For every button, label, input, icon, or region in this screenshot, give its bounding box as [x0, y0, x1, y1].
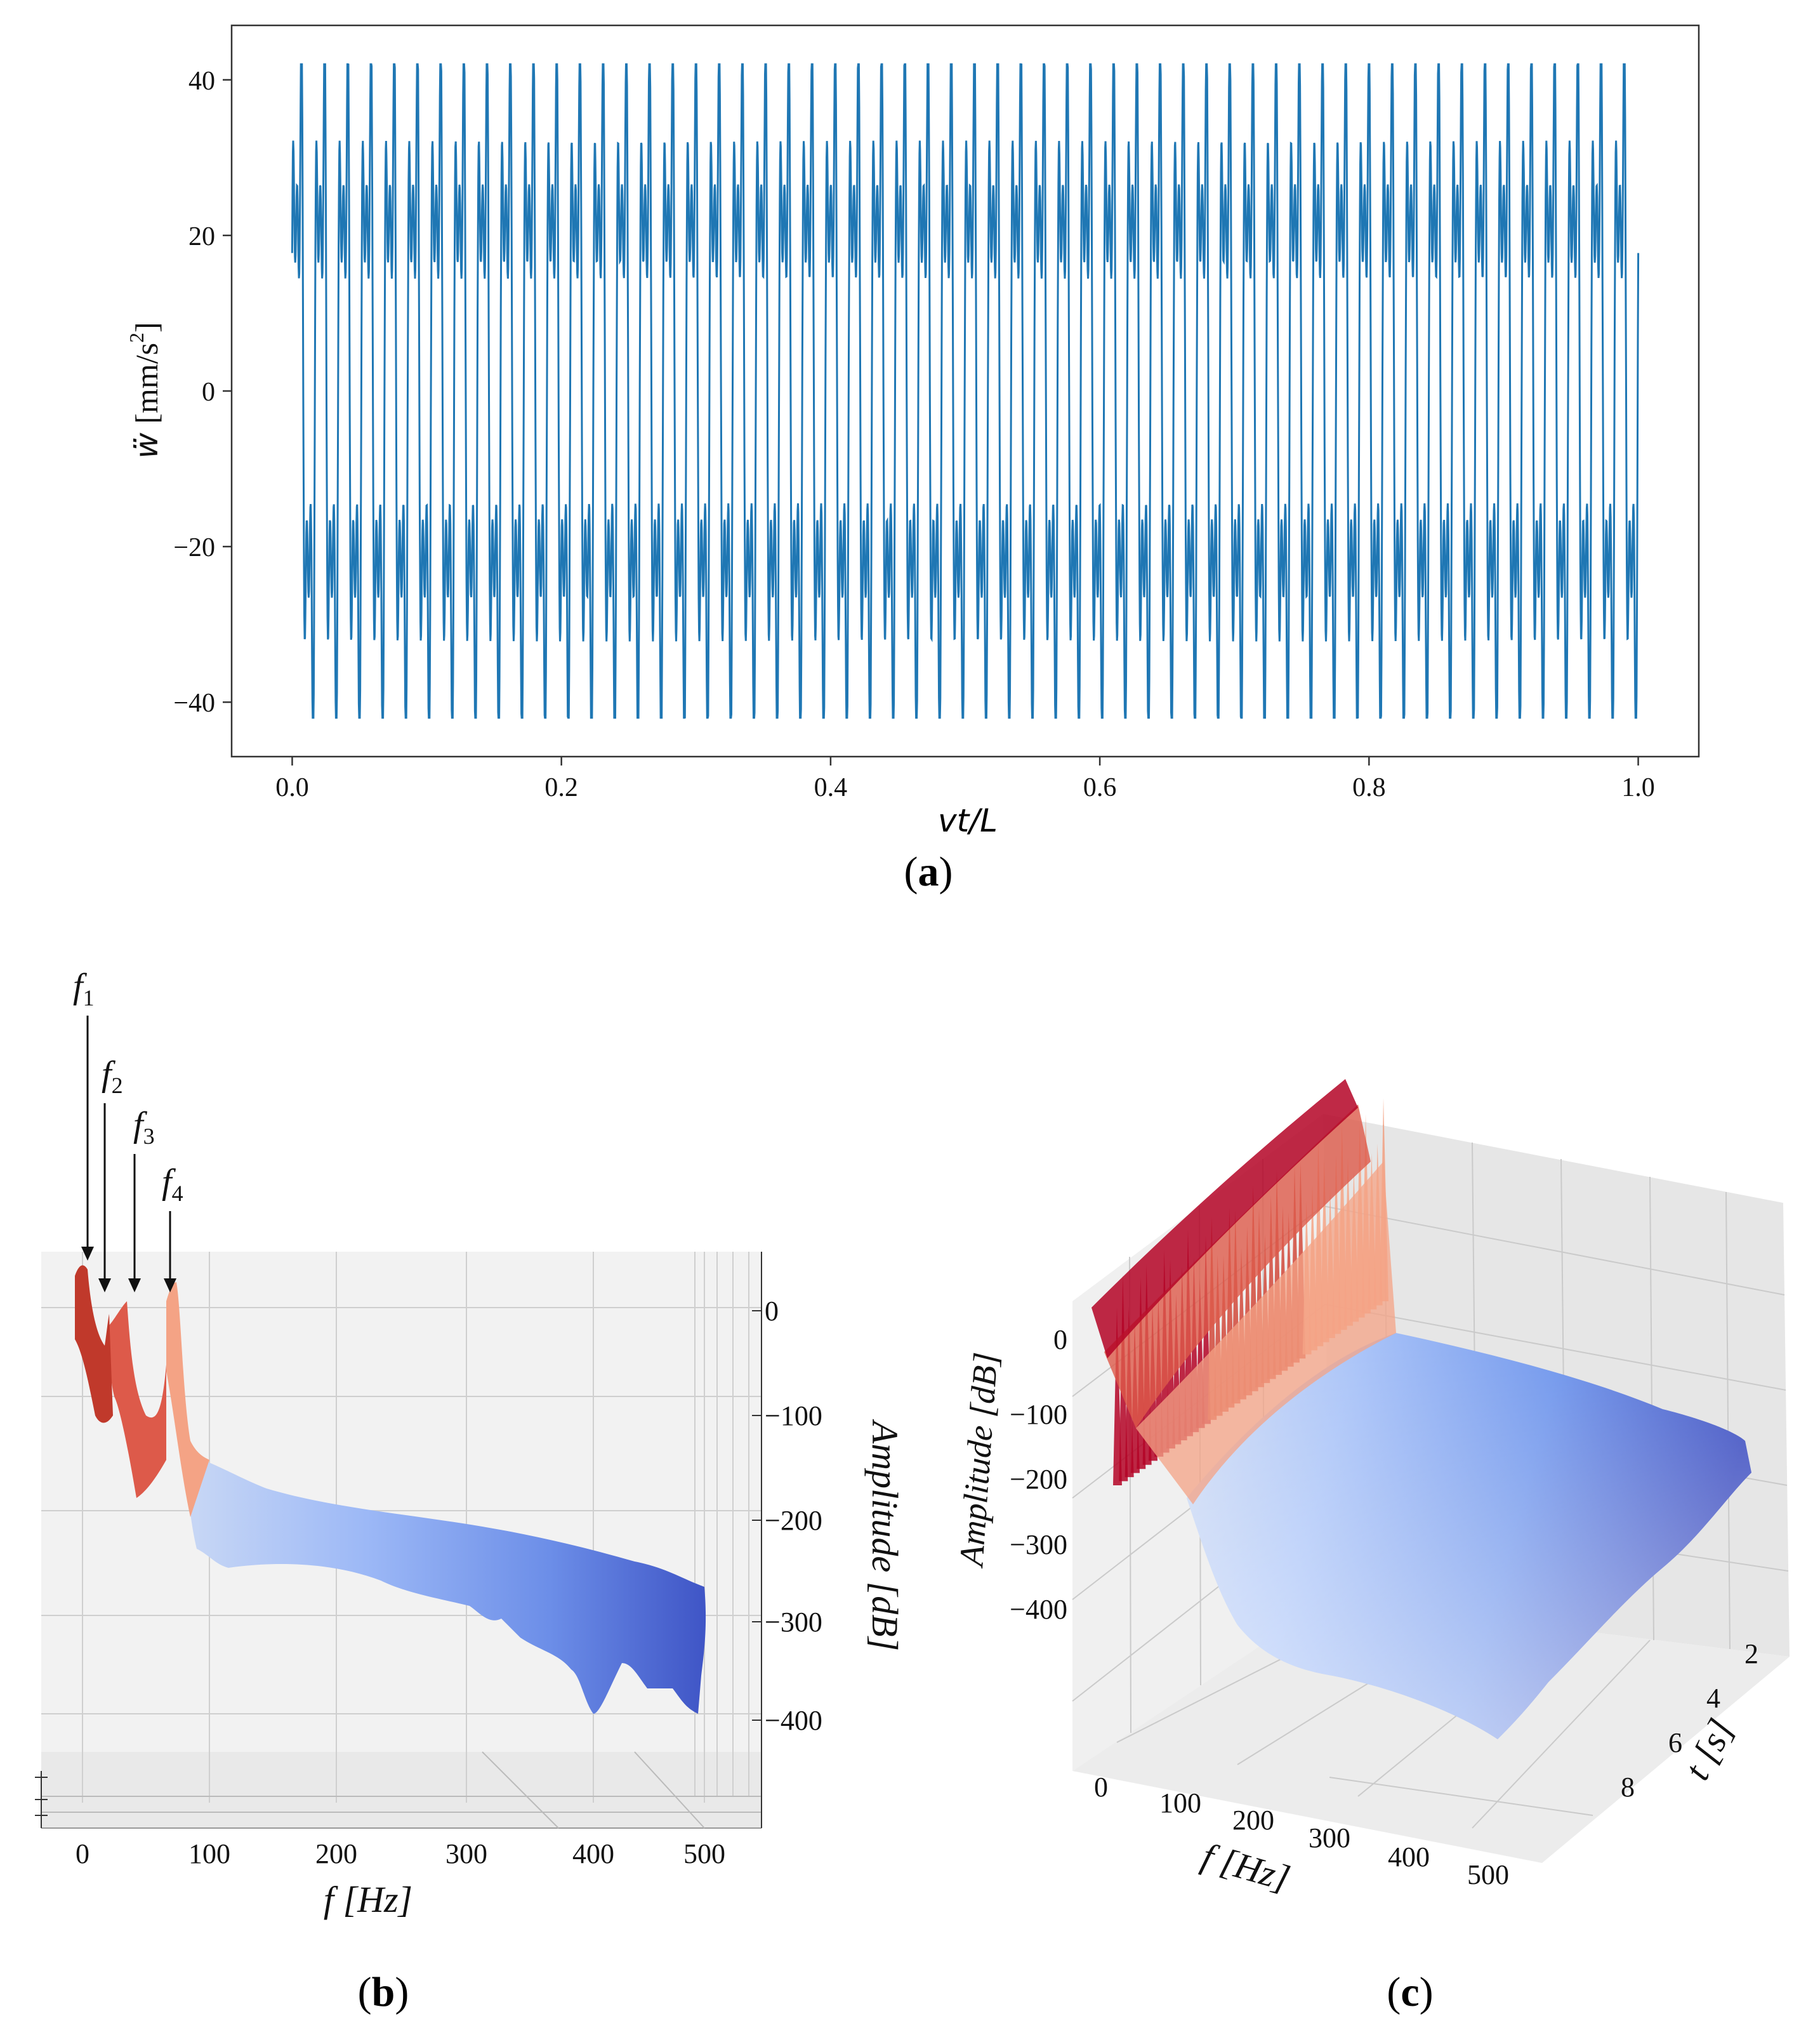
panel-b-peak-arrow-head: [98, 1278, 111, 1292]
panel-b-xtick-label: 500: [683, 1838, 725, 1869]
panel-b-ylabel: Amplitude [dB]: [864, 1419, 906, 1651]
panel-a: 40 20 0 −20 −40 0.0 0.2 0.4 0.6 0.8 1.0 vt/L ẅ [mm…: [125, 24, 1700, 895]
panel-c-floor: [1072, 1600, 1790, 1863]
panel-b-z-ticks: 0 −100 −200 −300 −400: [752, 1252, 822, 1828]
panel-b-ztick-label: −400: [765, 1705, 822, 1736]
panel-b-peak-arrow-head: [81, 1247, 94, 1261]
panel-b-spectrum-red-mid: [108, 1301, 166, 1498]
panel-a-xlabel: vt/L: [938, 802, 998, 839]
panel-c-y-ticks: 246 8: [1621, 1638, 1758, 1803]
panel-c-xtick-label: 400: [1388, 1841, 1430, 1873]
panel-c-zlabel: Amplitude [dB]: [952, 1351, 1005, 1569]
panel-a-signal-line: [291, 63, 1640, 719]
panel-c-ytick-label: 2: [1744, 1638, 1758, 1669]
panel-c-peak-spike: [1113, 1308, 1122, 1485]
panel-c-surface-fade: [1187, 1333, 1751, 1739]
panel-b-peak-label: f3: [133, 1105, 155, 1149]
panel-b-peak-label-sub: 1: [83, 985, 95, 1011]
panel-a-xtick-label: 0.2: [544, 773, 578, 802]
panel-b-xtick-label: 400: [572, 1838, 614, 1869]
panel-a-xtick-label: 1.0: [1621, 773, 1655, 802]
panel-b-peak-label-sub: 2: [112, 1073, 123, 1098]
panel-c-xtick-label: 200: [1232, 1805, 1274, 1836]
panel-b-xtick-label: 300: [445, 1838, 487, 1869]
panel-c-ztick-label: −300: [1010, 1529, 1067, 1560]
panel-c-xtick-label: 100: [1159, 1787, 1201, 1819]
panel-a-xtick-label: 0.6: [1083, 773, 1117, 802]
panel-b-xtick-label: 0: [76, 1838, 89, 1869]
panel-c-peak-band-dark: [1091, 1079, 1358, 1358]
panel-c-ytick-label: 6: [1668, 1727, 1682, 1758]
panel-c-x-ticks: 0 100 200 300 400 500: [1094, 1772, 1509, 1890]
panel-b-spectrum-red-dark: [75, 1265, 113, 1423]
panel-b-x-ticks: 0 100 200 300 400 500: [76, 1838, 725, 1869]
panel-a-ytick-label: 40: [188, 67, 215, 96]
panel-b-peak-arrow-head: [128, 1278, 141, 1292]
panel-a-x-ticks: 0.0 0.2 0.4 0.6 0.8 1.0: [275, 757, 1655, 802]
panel-b-caption: (b): [358, 1969, 409, 2015]
panel-c-xtick-label: 0: [1094, 1772, 1108, 1803]
panel-a-ytick-label: 0: [202, 378, 215, 407]
panel-b-xtick-label: 200: [315, 1838, 357, 1869]
panel-b-peak-label-sub: 3: [143, 1124, 155, 1149]
panel-b-spectrum-salmon: [166, 1282, 209, 1517]
panel-c-ztick-label: −400: [1010, 1594, 1067, 1625]
panel-a-ytick-label: −20: [173, 533, 215, 562]
panel-a-caption: (a): [904, 849, 953, 895]
panel-b-peak-label: f2: [102, 1054, 123, 1098]
panel-a-ylabel-units: [mm/s: [129, 343, 164, 424]
panel-b-xlabel: f [Hz]: [324, 1879, 412, 1920]
panel-c-peak-band-salmon: [1136, 1162, 1396, 1504]
panel-a-ylabel: ẅ [mm/s2]: [125, 322, 165, 458]
panel-c-xtick-label: 300: [1309, 1822, 1350, 1853]
panel-b-ztick-label: −300: [765, 1607, 822, 1638]
panel-b-spectrum-blue-surface: [184, 1454, 706, 1714]
panel-a-ylabel-sup: 2: [125, 333, 148, 343]
panel-b-peak-label-sub: 4: [172, 1181, 183, 1206]
panel-a-xtick-label: 0.0: [275, 773, 309, 802]
panel-c-xtick-label: 500: [1467, 1859, 1509, 1890]
panel-b-ztick-label: −200: [765, 1505, 822, 1536]
panel-a-ytick-label: 20: [188, 222, 215, 251]
panel-a-signal: [291, 63, 1640, 719]
panel-c-xlabel: f [Hz]: [1197, 1835, 1295, 1899]
panel-c-caption: (c): [1387, 1969, 1433, 2015]
panel-b-left-stub: [35, 1771, 48, 1828]
panel-a-xtick-label: 0.4: [814, 773, 848, 802]
panel-b-xtick-label: 100: [188, 1838, 230, 1869]
panel-b-ztick-label: 0: [765, 1296, 779, 1327]
panel-b-peak-label: f4: [162, 1162, 183, 1206]
panel-b-peak-label: f1: [73, 967, 95, 1011]
panel-c-peak-band-red: [1104, 1104, 1371, 1428]
panel-a-ylabel-close: ]: [129, 322, 164, 333]
panel-c-ztick-label: −100: [1010, 1399, 1067, 1430]
panel-a-ytick-label: −40: [173, 689, 215, 718]
panel-a-y-ticks: 40 20 0 −20 −40: [173, 67, 232, 718]
panel-a-xtick-label: 0.8: [1352, 773, 1386, 802]
panel-c-ztick-label: 0: [1053, 1324, 1067, 1355]
panel-b-ztick-label: −100: [765, 1400, 822, 1431]
panel-b-peak-arrow-head: [164, 1278, 176, 1292]
panel-c-ytick-label: 8: [1621, 1772, 1635, 1803]
panel-a-ylabel-symbol: ẅ: [128, 433, 165, 459]
panel-c-ztick-label: −200: [1010, 1464, 1067, 1495]
panel-c-z-ticks: 0 −100 −200 −300 −400: [1010, 1324, 1067, 1625]
panel-b-floor-pane: [41, 1752, 762, 1828]
panel-c-ytick-label: 4: [1706, 1683, 1720, 1714]
panel-c-spectrum-peaks: [1091, 1079, 1396, 1504]
